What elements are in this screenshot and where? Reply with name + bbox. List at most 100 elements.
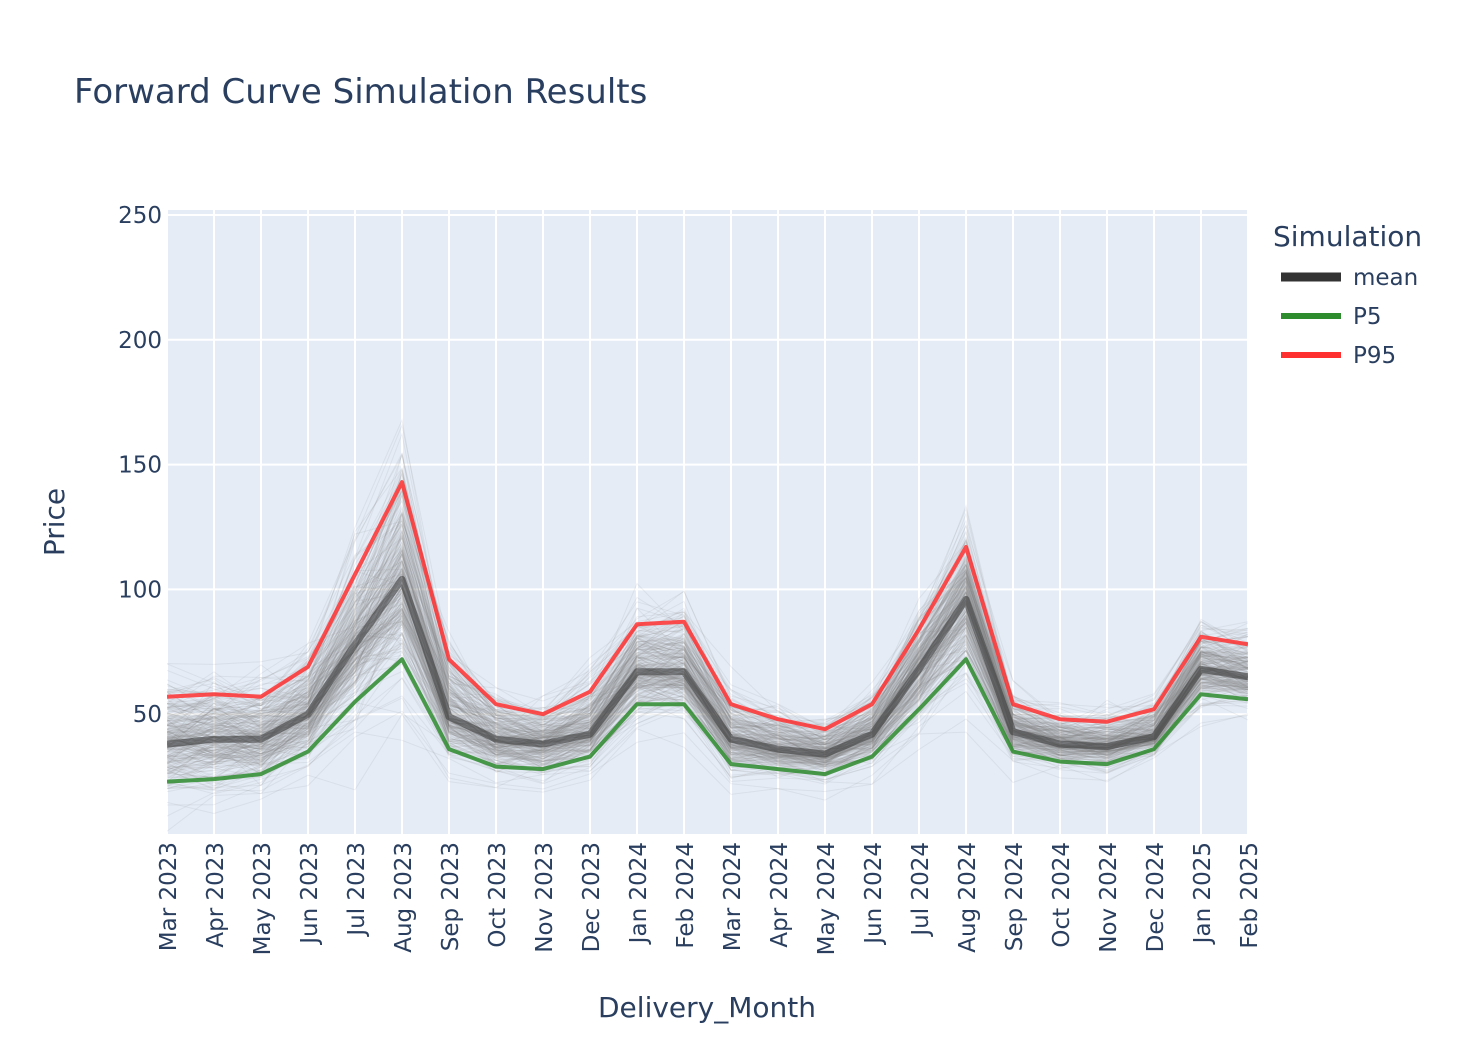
x-tick-label: Apr 2023	[203, 842, 229, 948]
simulation-path	[167, 483, 1248, 747]
x-tick-label: Oct 2024	[1049, 842, 1075, 948]
simulation-path	[167, 558, 1248, 749]
simulation-path	[167, 525, 1248, 753]
x-tick-label: Dec 2024	[1143, 842, 1169, 952]
simulation-path	[167, 615, 1248, 761]
x-tick-label: May 2024	[814, 842, 840, 955]
simulation-path	[167, 507, 1248, 747]
simulation-path	[167, 423, 1248, 730]
simulation-path	[167, 570, 1248, 752]
simulation-path	[167, 638, 1248, 778]
simulation-path	[167, 547, 1248, 750]
simulation-path	[167, 418, 1248, 732]
x-tick-label: Mar 2023	[156, 842, 182, 951]
simulation-path	[167, 554, 1248, 758]
simulation-path	[167, 575, 1248, 750]
simulation-path	[167, 530, 1248, 753]
simulation-path	[167, 585, 1248, 751]
simulation-path	[167, 593, 1248, 765]
x-tick-label: Oct 2023	[485, 842, 511, 948]
simulation-path	[167, 608, 1248, 774]
series-line-P95	[167, 480, 1248, 732]
simulation-path	[167, 548, 1248, 750]
simulation-path	[167, 626, 1248, 776]
simulation-path	[167, 498, 1248, 744]
x-tick-label: Aug 2024	[955, 842, 981, 953]
simulation-path	[167, 488, 1248, 753]
simulation-path	[167, 613, 1248, 790]
simulation-path	[167, 598, 1248, 758]
simulation-path	[167, 608, 1248, 770]
simulation-path	[167, 617, 1248, 787]
simulation-path	[167, 600, 1248, 762]
simulation-path	[167, 493, 1248, 748]
simulation-path	[167, 633, 1248, 789]
simulation-path	[167, 552, 1248, 744]
simulation-path	[167, 614, 1248, 780]
simulation-path	[167, 472, 1248, 745]
plot-area	[167, 210, 1248, 834]
simulation-path	[167, 538, 1248, 756]
simulation-path	[167, 594, 1248, 767]
x-tick-label: Jun 2023	[297, 842, 323, 946]
simulation-path	[167, 519, 1248, 742]
simulation-path	[167, 591, 1248, 783]
simulation-path	[167, 609, 1248, 757]
simulation-path	[167, 553, 1248, 748]
simulation-path	[167, 602, 1248, 759]
simulation-path	[167, 579, 1248, 764]
simulation-path	[167, 607, 1248, 755]
y-axis-title: Price	[38, 488, 71, 556]
y-tick-label: 250	[118, 203, 162, 229]
simulation-path	[167, 529, 1248, 752]
simulation-path	[167, 601, 1248, 758]
simulation-path	[167, 535, 1248, 757]
y-tick-label: 100	[118, 577, 162, 603]
simulation-path	[167, 570, 1248, 759]
simulation-path	[167, 609, 1248, 766]
series-line-P5	[167, 657, 1248, 784]
x-tick-label: Nov 2024	[1096, 842, 1122, 953]
simulation-path	[167, 517, 1248, 753]
simulation-path	[167, 547, 1248, 755]
x-tick-label: Mar 2024	[720, 842, 746, 951]
simulation-path	[167, 634, 1248, 767]
simulation-path	[167, 603, 1248, 769]
simulation-path	[167, 622, 1248, 775]
x-tick-label: Sep 2024	[1002, 842, 1028, 951]
simulation-path	[167, 613, 1248, 781]
x-tick-label: Nov 2023	[532, 842, 558, 953]
simulation-path	[167, 591, 1248, 778]
x-axis-title: Delivery_Month	[598, 991, 816, 1024]
simulation-path	[167, 560, 1248, 733]
series-line-mean	[167, 575, 1248, 758]
simulation-path	[167, 512, 1248, 738]
simulation-path	[167, 636, 1248, 777]
simulation-path	[167, 552, 1248, 745]
simulation-path	[167, 510, 1248, 737]
simulation-path	[167, 490, 1248, 744]
simulation-path	[167, 523, 1248, 746]
y-tick-label: 50	[133, 702, 162, 728]
simulation-path	[167, 611, 1248, 765]
simulation-path	[167, 532, 1248, 745]
simulation-path	[167, 504, 1248, 745]
x-tick-label: May 2023	[250, 842, 276, 955]
simulation-path	[167, 492, 1248, 746]
simulation-path	[167, 611, 1248, 765]
legend-title: Simulation	[1273, 220, 1422, 253]
simulation-path	[167, 610, 1248, 777]
simulation-path	[167, 589, 1248, 768]
simulation-path	[167, 527, 1248, 740]
simulation-path	[167, 467, 1248, 743]
simulation-path	[167, 593, 1248, 770]
simulation-path	[167, 432, 1248, 725]
x-tick-label: Sep 2023	[438, 842, 464, 951]
simulation-path	[167, 567, 1248, 765]
simulation-path	[167, 560, 1248, 753]
simulation-path	[167, 578, 1248, 761]
simulation-path	[167, 637, 1248, 785]
simulation-path	[167, 561, 1248, 743]
simulation-path	[167, 570, 1248, 755]
x-tick-label: Apr 2024	[767, 842, 793, 948]
